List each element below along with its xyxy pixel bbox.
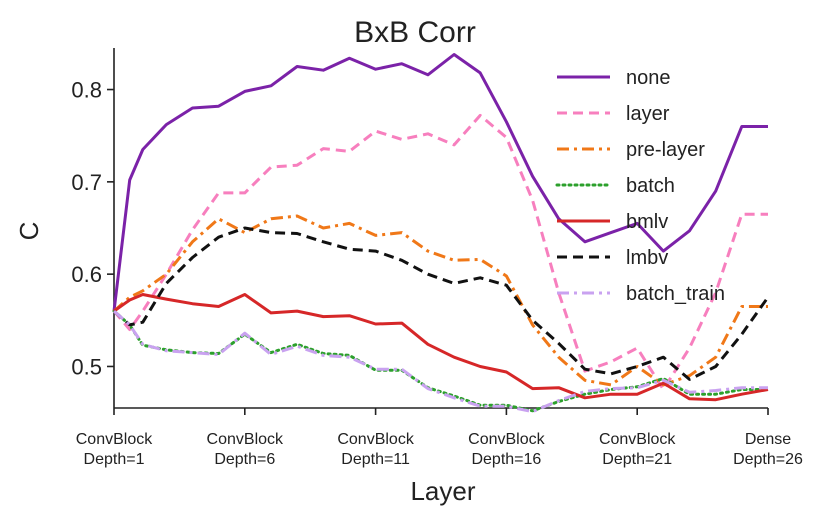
x-tick-label: Depth=6	[214, 451, 275, 468]
x-tick-label: ConvBlock	[337, 431, 414, 448]
legend-label-batch_train: batch_train	[626, 283, 725, 305]
x-tick-label: Depth=21	[602, 451, 672, 468]
legend-label-batch: batch	[626, 175, 675, 197]
axes	[113, 48, 768, 409]
series-line-none	[112, 53, 768, 312]
series-line-bmlv	[113, 293, 769, 402]
series-line-pre-layer	[113, 214, 768, 387]
x-tick-label: ConvBlock	[468, 431, 545, 448]
y-tick-label: 0.8	[71, 78, 102, 103]
series-group	[112, 53, 770, 414]
y-axis-label: C	[14, 222, 44, 241]
series-line-layer	[112, 113, 768, 391]
series-line-batch_train	[113, 309, 768, 414]
y-tick-label: 0.6	[71, 262, 102, 287]
y-tick-label: 0.5	[71, 354, 102, 379]
ticks: 0.5 0.6 0.7 0.8 ConvBlock Depth=1 ConvBlock Dep…	[71, 78, 803, 468]
x-tick-label: ConvBlock	[207, 431, 284, 448]
legend-label-bmlv: bmlv	[626, 211, 668, 233]
legend: none layer pre-layer batch bmlv lmbv batch_tra…	[555, 67, 725, 305]
x-tick-label: Depth=11	[341, 451, 410, 468]
x-tick-label: Depth=16	[471, 451, 541, 468]
series-line-batch	[112, 309, 770, 413]
x-axis-label: Layer	[410, 476, 475, 506]
x-tick-label: Depth=26	[733, 451, 803, 468]
x-tick-label: ConvBlock	[76, 431, 153, 448]
x-tick-label: ConvBlock	[599, 431, 676, 448]
x-tick-label: Dense	[745, 431, 791, 448]
legend-label-layer: layer	[626, 103, 670, 125]
chart-title: BxB Corr	[354, 16, 476, 49]
y-tick-label: 0.7	[71, 170, 102, 195]
legend-label-lmbv: lmbv	[626, 247, 668, 269]
series-line-lmbv	[113, 226, 770, 381]
x-tick-label: Depth=1	[84, 451, 145, 468]
legend-label-none: none	[626, 67, 671, 89]
legend-label-pre-layer: pre-layer	[626, 139, 705, 161]
